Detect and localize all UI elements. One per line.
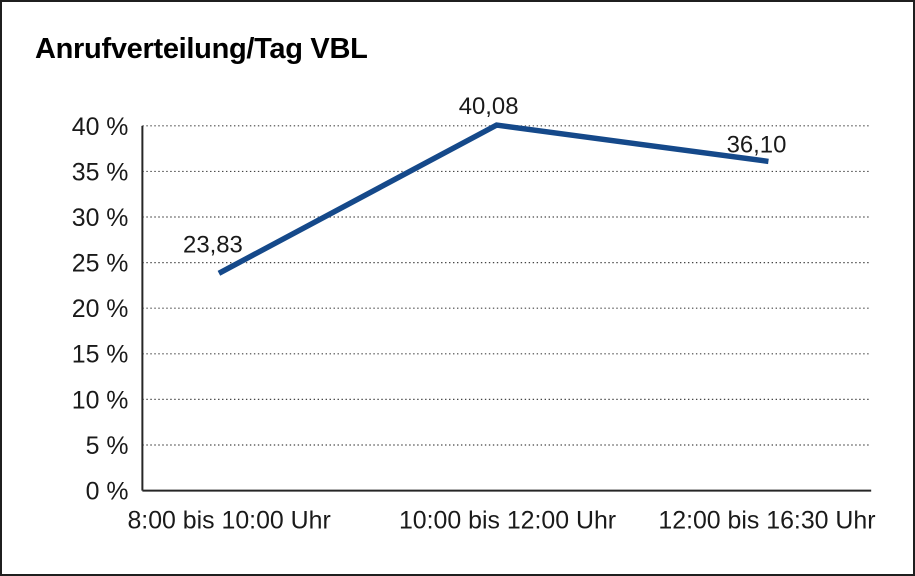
- x-tick-label: 10:00 bis 12:00 Uhr: [399, 507, 616, 534]
- y-tick-label: 35 %: [72, 159, 129, 186]
- data-label: 36,10: [727, 131, 787, 158]
- y-tick-label: 40 %: [72, 114, 129, 141]
- y-tick-label: 30 %: [72, 205, 129, 232]
- x-tick-label: 12:00 bis 16:30 Uhr: [658, 507, 875, 534]
- x-tick-label: 8:00 bis 10:00 Uhr: [127, 507, 330, 534]
- y-tick-label: 10 %: [72, 387, 129, 414]
- data-label: 23,83: [183, 231, 243, 258]
- y-tick-label: 0 %: [86, 479, 129, 506]
- y-tick-label: 20 %: [72, 296, 129, 323]
- y-tick-label: 5 %: [86, 433, 129, 460]
- data-label: 40,08: [459, 93, 519, 120]
- y-tick-label: 25 %: [72, 251, 129, 278]
- y-tick-label: 15 %: [72, 342, 129, 369]
- series-line: [217, 122, 769, 276]
- chart-title: Anrufverteilung/Tag VBL: [35, 33, 368, 65]
